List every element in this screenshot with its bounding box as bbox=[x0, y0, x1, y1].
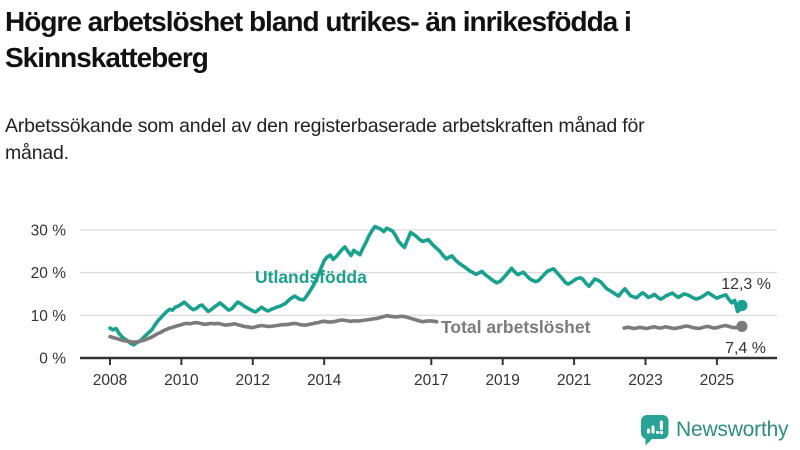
newsworthy-wordmark: Newsworthy bbox=[676, 418, 789, 441]
x-axis-label: 2014 bbox=[307, 372, 342, 389]
y-axis-label: 20 % bbox=[31, 265, 67, 282]
y-axis-label: 10 % bbox=[31, 308, 67, 325]
utlandsfodda-line bbox=[108, 224, 744, 347]
y-axis-label: 30 % bbox=[31, 222, 67, 239]
x-axis-label: 2023 bbox=[628, 372, 662, 389]
newsworthy-logo[interactable]: Newsworthy bbox=[641, 414, 789, 446]
total-arbetsloshet-end-dot bbox=[736, 320, 748, 333]
utlandsfodda-series-label: Utlandsfödda bbox=[255, 267, 367, 287]
utlandsfodda-end-dot bbox=[736, 299, 748, 312]
total-arbetsloshet-end-value-label: 7,4 % bbox=[725, 340, 766, 357]
bar-chart-speech-bubble-icon bbox=[641, 415, 669, 446]
x-axis-label: 2017 bbox=[414, 372, 448, 389]
total-arbetsloshet-line bbox=[622, 323, 744, 331]
y-axis-label: 0 % bbox=[39, 351, 66, 368]
page-title: Högre arbetslöshet bland utrikes- än inr… bbox=[5, 6, 632, 73]
utlandsfodda-end-value-label: 12,3 % bbox=[721, 276, 771, 293]
x-axis-label: 2019 bbox=[485, 372, 519, 389]
x-axis-label: 2025 bbox=[700, 372, 734, 389]
x-axis-label: 2010 bbox=[164, 372, 199, 389]
x-axis-label: 2012 bbox=[236, 372, 270, 389]
x-axis-label: 2021 bbox=[557, 372, 591, 389]
subtitle: Arbetssökande som andel av den registerb… bbox=[5, 115, 645, 164]
total-arbetsloshet-series-label: Total arbetslöshet bbox=[441, 317, 591, 337]
total-arbetsloshet-line bbox=[108, 313, 439, 345]
x-axis-label: 2008 bbox=[93, 372, 127, 389]
